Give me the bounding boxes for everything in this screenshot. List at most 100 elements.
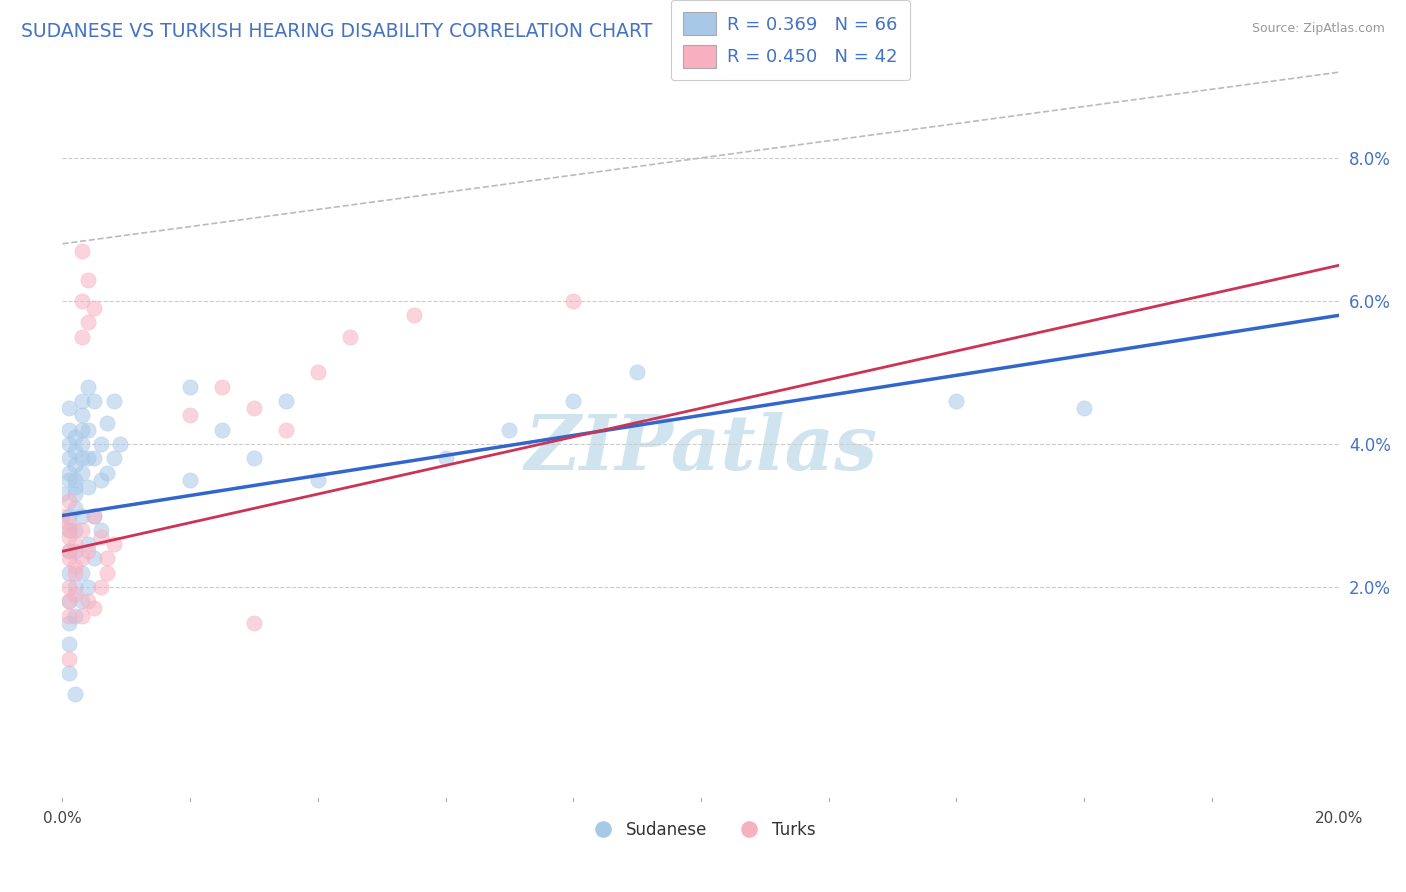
Point xyxy=(58,466,80,480)
Point xyxy=(58,544,80,558)
Point xyxy=(96,466,118,480)
Point xyxy=(562,293,585,308)
Point xyxy=(77,315,100,329)
Point xyxy=(90,437,112,451)
Point xyxy=(58,508,80,523)
Point xyxy=(103,537,125,551)
Point xyxy=(65,687,87,701)
Point xyxy=(70,330,93,344)
Point xyxy=(58,451,80,466)
Legend: Sudanese, Turks: Sudanese, Turks xyxy=(579,814,823,846)
Point xyxy=(434,451,457,466)
Point xyxy=(274,394,297,409)
Point xyxy=(58,566,80,580)
Point xyxy=(70,451,93,466)
Point xyxy=(402,308,425,322)
Point xyxy=(51,508,73,523)
Point xyxy=(65,501,87,516)
Point xyxy=(70,293,93,308)
Point xyxy=(70,466,93,480)
Point xyxy=(58,473,80,487)
Point xyxy=(108,437,131,451)
Point xyxy=(945,394,967,409)
Point xyxy=(103,394,125,409)
Point xyxy=(70,423,93,437)
Point xyxy=(58,544,80,558)
Point xyxy=(70,394,93,409)
Point xyxy=(1073,401,1095,416)
Point xyxy=(65,480,87,494)
Point xyxy=(307,366,329,380)
Point xyxy=(307,473,329,487)
Point xyxy=(70,409,93,423)
Point xyxy=(58,437,80,451)
Point xyxy=(58,401,80,416)
Point xyxy=(58,608,80,623)
Point xyxy=(243,615,266,630)
Point xyxy=(70,437,93,451)
Text: Source: ZipAtlas.com: Source: ZipAtlas.com xyxy=(1251,22,1385,36)
Point xyxy=(65,558,87,573)
Point xyxy=(65,544,87,558)
Point xyxy=(211,380,233,394)
Point xyxy=(83,508,105,523)
Point xyxy=(96,416,118,430)
Point xyxy=(77,423,100,437)
Point xyxy=(498,423,520,437)
Point xyxy=(70,608,93,623)
Point xyxy=(243,401,266,416)
Point xyxy=(339,330,361,344)
Point xyxy=(626,366,648,380)
Point xyxy=(70,594,93,608)
Point xyxy=(77,480,100,494)
Point xyxy=(58,665,80,680)
Point xyxy=(65,566,87,580)
Point xyxy=(58,637,80,651)
Point xyxy=(77,580,100,594)
Point xyxy=(77,272,100,286)
Point xyxy=(51,487,73,501)
Point xyxy=(58,523,80,537)
Point xyxy=(70,244,93,258)
Point xyxy=(70,566,93,580)
Point xyxy=(83,508,105,523)
Text: SUDANESE VS TURKISH HEARING DISABILITY CORRELATION CHART: SUDANESE VS TURKISH HEARING DISABILITY C… xyxy=(21,22,652,41)
Point xyxy=(70,508,93,523)
Point xyxy=(211,423,233,437)
Point xyxy=(274,423,297,437)
Point xyxy=(65,430,87,444)
Point xyxy=(83,451,105,466)
Point xyxy=(65,444,87,458)
Point xyxy=(58,530,80,544)
Point xyxy=(65,580,87,594)
Point xyxy=(65,587,87,601)
Point xyxy=(58,494,80,508)
Point xyxy=(65,608,87,623)
Point xyxy=(243,451,266,466)
Point xyxy=(103,451,125,466)
Point xyxy=(179,473,201,487)
Point xyxy=(58,551,80,566)
Point xyxy=(77,451,100,466)
Point xyxy=(70,523,93,537)
Point xyxy=(77,380,100,394)
Point xyxy=(58,580,80,594)
Point xyxy=(70,551,93,566)
Text: ZIPatlas: ZIPatlas xyxy=(524,411,877,485)
Point xyxy=(58,523,80,537)
Point xyxy=(58,594,80,608)
Point xyxy=(65,458,87,473)
Point xyxy=(179,409,201,423)
Point xyxy=(58,615,80,630)
Point xyxy=(90,530,112,544)
Point xyxy=(90,580,112,594)
Point xyxy=(58,651,80,665)
Point xyxy=(58,516,80,530)
Point xyxy=(77,537,100,551)
Point xyxy=(83,551,105,566)
Point xyxy=(90,473,112,487)
Point xyxy=(90,523,112,537)
Point xyxy=(58,423,80,437)
Point xyxy=(65,473,87,487)
Point xyxy=(58,594,80,608)
